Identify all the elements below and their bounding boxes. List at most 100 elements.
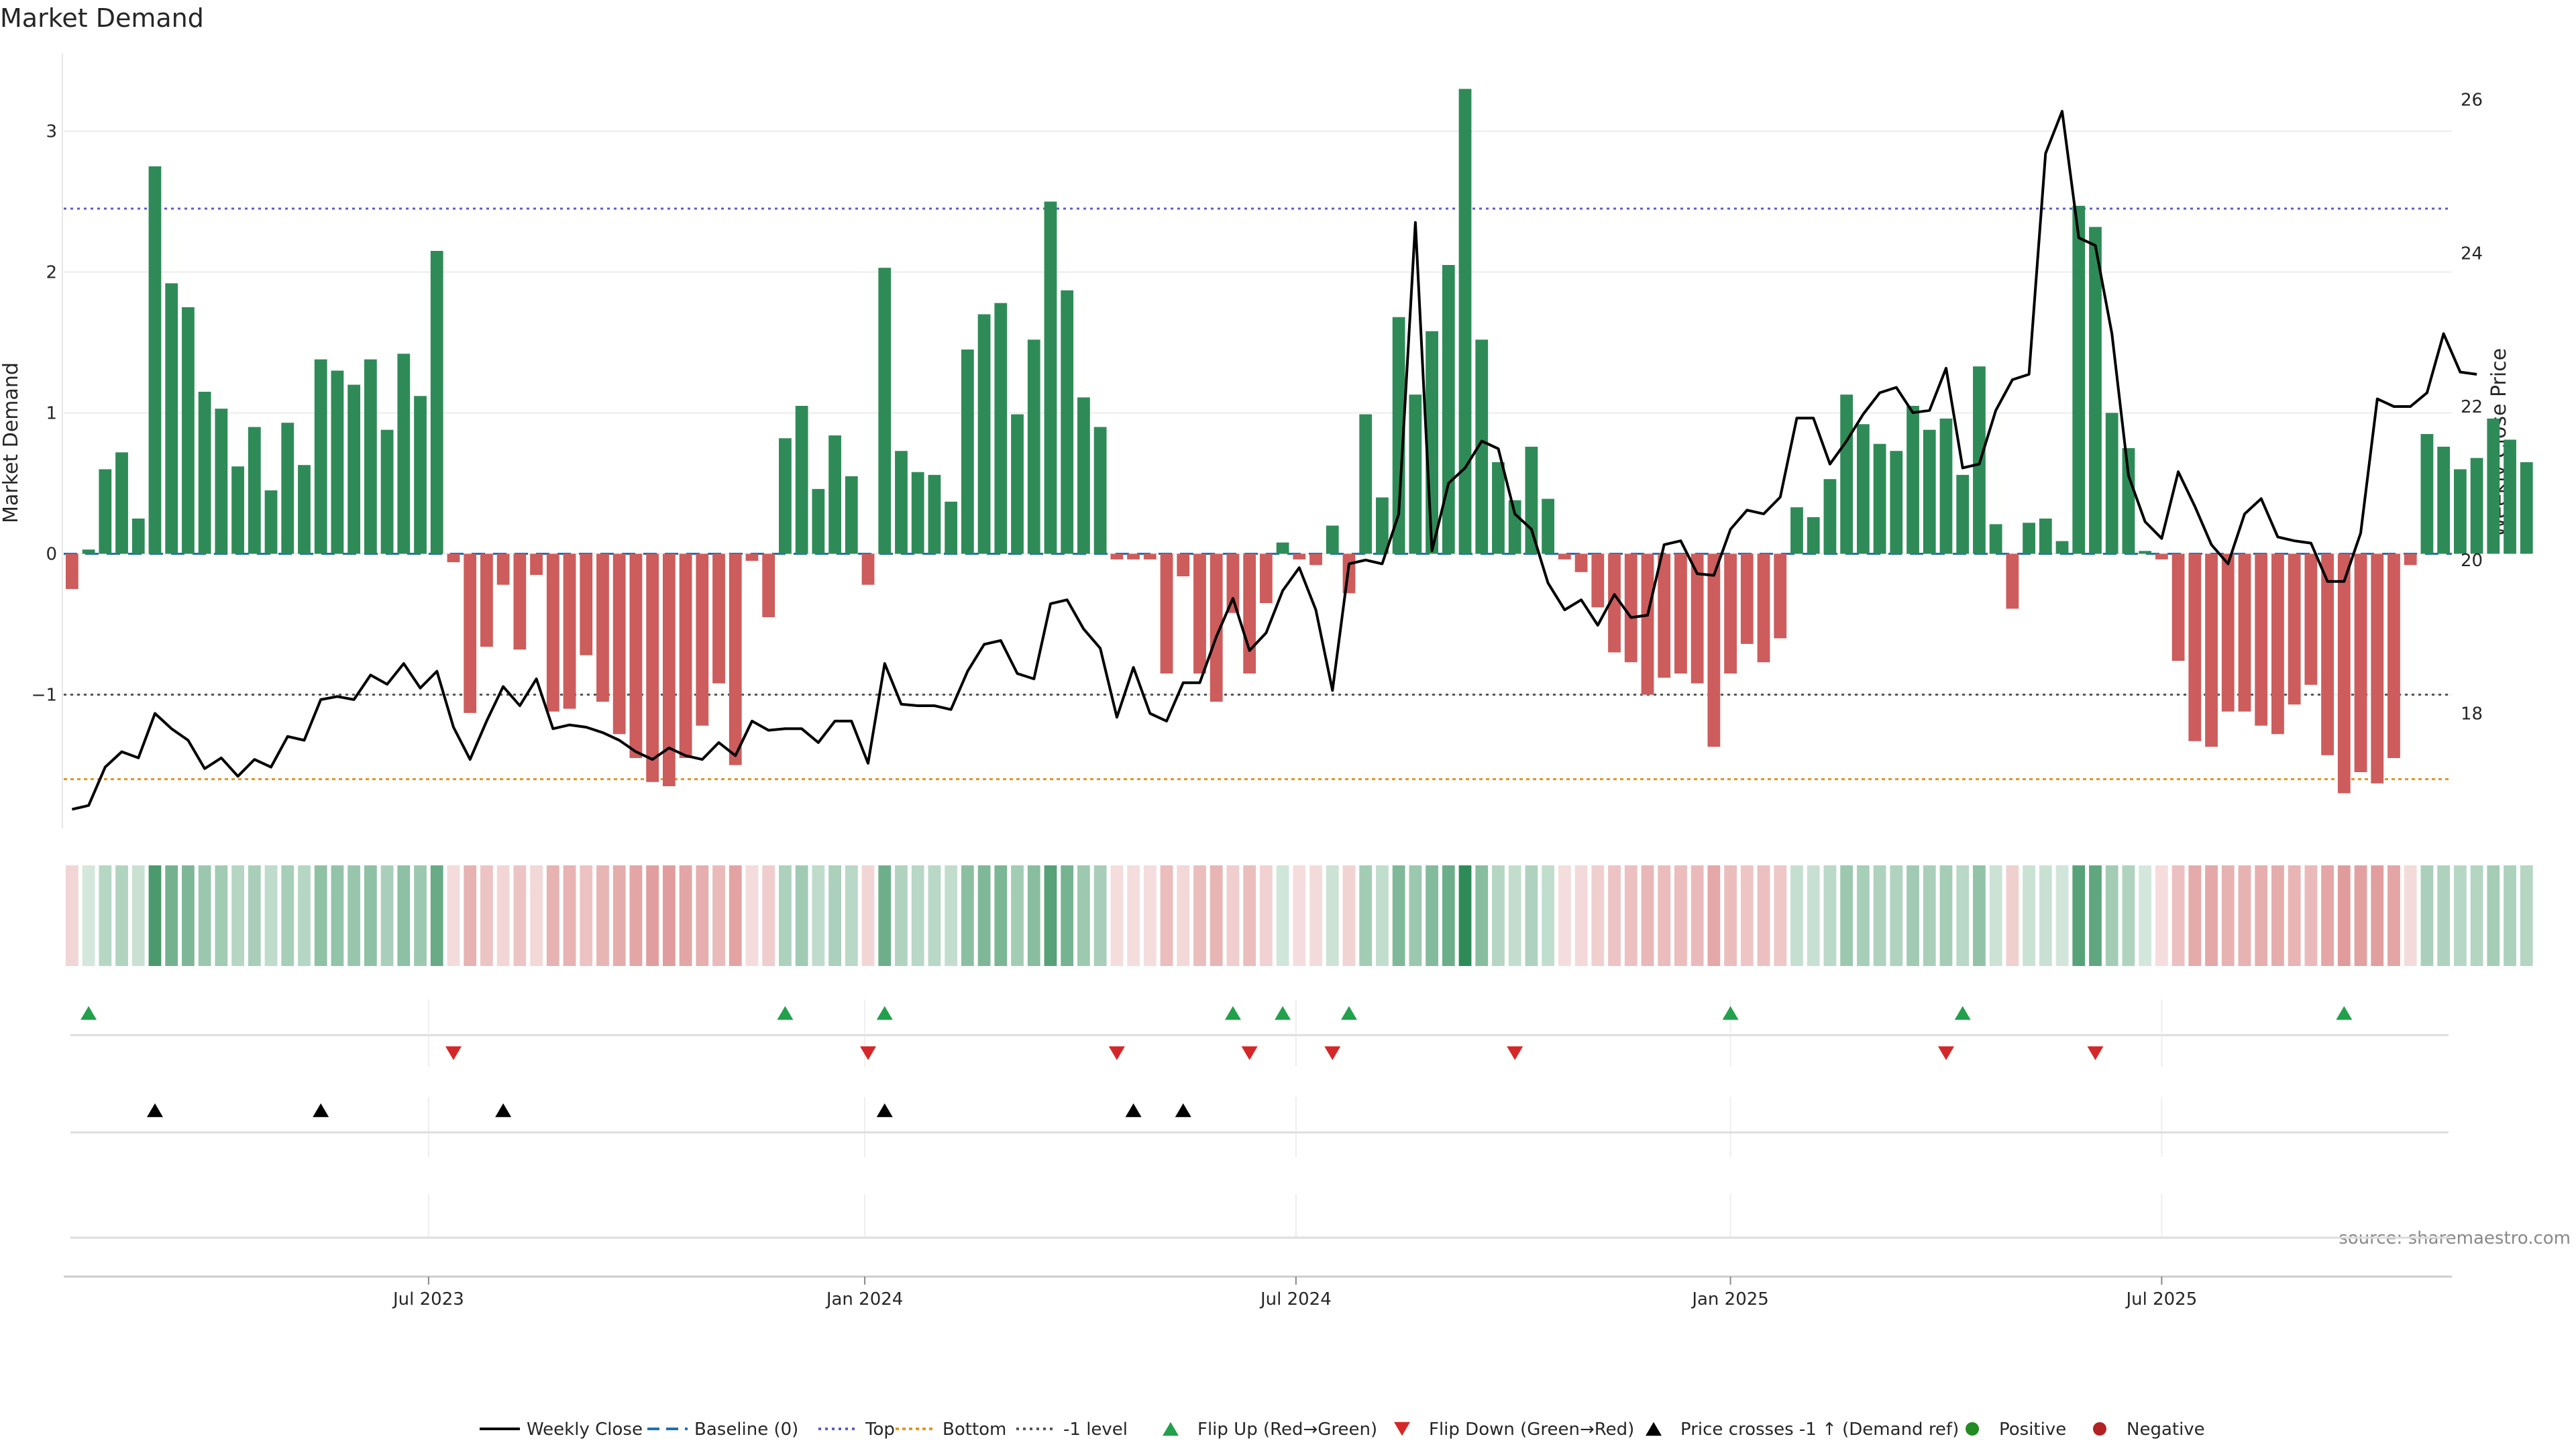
flip-down-marker — [1937, 1046, 1954, 1061]
heat-cell — [1707, 865, 1721, 966]
demand-bar — [2255, 553, 2268, 726]
demand-bar — [2304, 553, 2318, 685]
demand-bar — [596, 553, 609, 702]
demand-bar — [430, 251, 443, 554]
flip-down-marker — [445, 1046, 462, 1061]
heat-cell — [2304, 865, 2318, 966]
demand-bar — [1856, 424, 1870, 554]
demand-bar — [2453, 469, 2467, 554]
demand-bar — [2023, 523, 2035, 554]
heat-cell — [2387, 865, 2400, 966]
demand-bar — [1110, 553, 1124, 559]
heat-cell — [1110, 865, 1124, 966]
demand-bar — [1492, 462, 1505, 554]
heat-cell — [2504, 865, 2516, 966]
demand-bar — [1210, 553, 1223, 702]
demand-bar — [878, 268, 892, 554]
flip-down-marker — [2087, 1046, 2104, 1061]
legend: Weekly Close Baseline (0) Top Bottom -1 leve… — [480, 1419, 2205, 1440]
heat-cell — [314, 865, 327, 966]
demand-bar — [1823, 479, 1837, 554]
demand-bar — [480, 553, 493, 647]
heat-cell — [1061, 865, 1074, 966]
demand-bar — [1193, 553, 1206, 674]
demand-bar — [1027, 339, 1040, 554]
demand-bar — [1326, 525, 1339, 554]
demand-bar — [828, 435, 841, 554]
demand-bar — [1442, 265, 1455, 554]
demand-bar — [331, 370, 344, 554]
demand-bar — [1061, 290, 1074, 554]
demand-bar — [1409, 394, 1422, 554]
flip-up-marker — [1224, 1006, 1241, 1020]
demand-bar — [1044, 201, 1057, 554]
heat-cell — [828, 865, 841, 966]
demand-bar — [580, 553, 593, 655]
flip-up-marker — [777, 1006, 794, 1020]
demand-bar — [2437, 446, 2451, 554]
heat-cell — [364, 865, 377, 966]
heat-cell — [1525, 865, 1538, 966]
heat-cell — [729, 865, 742, 966]
demand-bar — [99, 469, 112, 554]
demand-bar — [1093, 427, 1107, 554]
demand-bar — [861, 553, 875, 585]
demand-bar — [679, 553, 692, 758]
demand-bar — [1641, 553, 1654, 695]
heat-cell — [2155, 865, 2168, 966]
demand-bar — [1624, 553, 1638, 663]
heat-cell — [779, 865, 792, 966]
heat-cell — [2006, 865, 2019, 966]
demand-bar — [1127, 553, 1140, 559]
demand-bar — [1525, 446, 1538, 554]
heat-cell — [65, 865, 78, 966]
flip-up-marker — [1275, 1006, 1291, 1020]
heat-cell — [546, 865, 559, 966]
heat-cell — [2337, 865, 2351, 966]
demand-bar — [812, 488, 825, 554]
heat-cell — [1392, 865, 1405, 966]
demand-bar — [2188, 553, 2202, 741]
demand-bar — [2089, 227, 2102, 554]
demand-bar — [2470, 458, 2483, 554]
heat-cell — [745, 865, 759, 966]
demand-bar — [2420, 434, 2434, 554]
price-cross-marker — [876, 1103, 893, 1118]
demand-bar — [1591, 553, 1605, 608]
x-tick-label: Jul 2025 — [2125, 1289, 2197, 1309]
demand-bar — [1558, 553, 1571, 559]
legend-label: Top — [865, 1419, 895, 1440]
flip-down-marker — [1108, 1046, 1125, 1061]
heat-cell — [1376, 865, 1389, 966]
demand-bar — [464, 553, 477, 713]
demand-bar — [612, 553, 626, 735]
heat-cell — [2354, 865, 2367, 966]
demand-bar — [546, 553, 559, 712]
x-tick-label: Jul 2024 — [1259, 1289, 1332, 1309]
heat-cell — [198, 865, 211, 966]
demand-bar — [2354, 553, 2367, 772]
heat-cell — [1243, 865, 1256, 966]
demand-heat-strip — [65, 865, 2533, 966]
heat-cell — [2420, 865, 2434, 966]
legend-label: Weekly Close — [527, 1419, 643, 1440]
y2-tick-label: 20 — [2461, 551, 2483, 571]
demand-bar — [779, 438, 792, 554]
heat-cell — [977, 865, 991, 966]
heat-cell — [530, 865, 543, 966]
heat-cell — [2072, 865, 2086, 966]
demand-bar — [1707, 553, 1721, 747]
heat-cell — [331, 865, 344, 966]
demand-bar — [1226, 553, 1240, 613]
heat-cell — [1027, 865, 1040, 966]
flip-up-marker — [2336, 1006, 2353, 1020]
heat-cell — [380, 865, 394, 966]
flip-up-marker — [876, 1006, 893, 1020]
demand-bar — [2238, 553, 2251, 712]
heat-cell — [1823, 865, 1837, 966]
heat-cell — [928, 865, 941, 966]
demand-bar — [2337, 553, 2351, 794]
heat-cell — [679, 865, 692, 966]
heat-cell — [895, 865, 908, 966]
